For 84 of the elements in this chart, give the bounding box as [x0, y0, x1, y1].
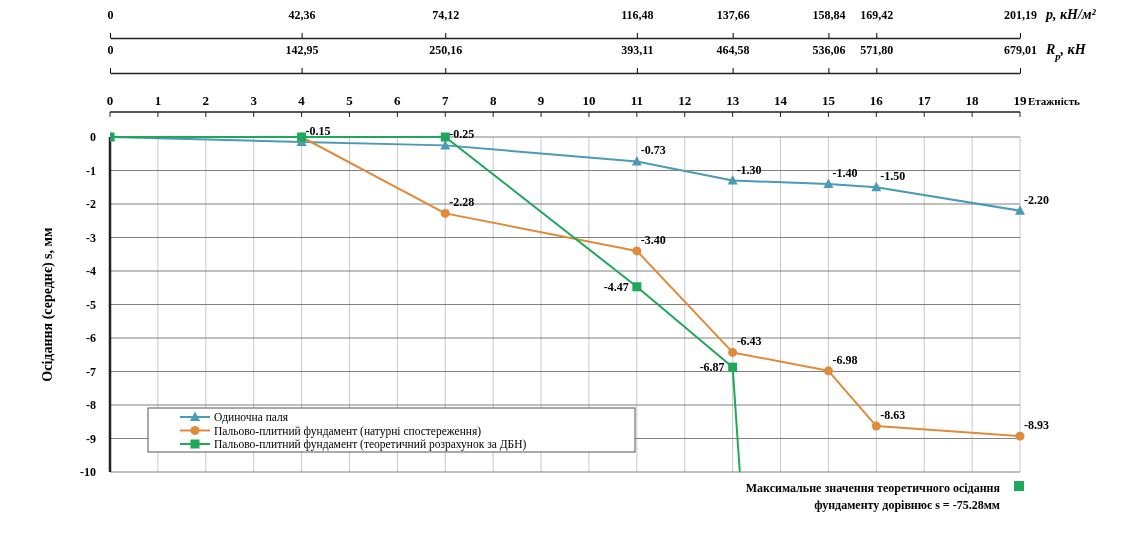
text: 169,42: [860, 8, 894, 22]
x-tick-label: 17: [917, 93, 932, 108]
data-label: -8.93: [1024, 418, 1049, 433]
data-label: -6.43: [736, 334, 762, 349]
text: 201,19: [1004, 8, 1037, 22]
x-tick-label: 8: [489, 93, 497, 108]
text: 116,48: [621, 8, 654, 22]
data-label: -6.98: [832, 352, 858, 367]
data-label: -1.40: [832, 165, 858, 180]
x2-tick-label: 464,58: [716, 43, 750, 57]
y-tick-label: 0: [90, 130, 96, 144]
point: [728, 362, 738, 372]
data-label: -4.47: [603, 279, 629, 294]
x-tick-label: 7: [442, 93, 450, 108]
point: [1015, 431, 1025, 441]
point: [871, 421, 881, 431]
data-label: -3.40: [640, 232, 666, 247]
data-label: -0.15: [305, 124, 331, 139]
x-axis-title: Етажність: [1028, 95, 1081, 107]
data-label: -6.87: [699, 360, 725, 375]
point: [632, 282, 642, 292]
y-tick-label: -3: [86, 230, 96, 245]
point: [440, 132, 450, 142]
x2-tick-label: 142,95: [285, 43, 319, 57]
x2-tick-label: 679,01: [1004, 43, 1037, 57]
data-label: -8.63: [880, 408, 906, 423]
text: 137,66: [716, 8, 750, 22]
text: 158,84: [812, 8, 846, 22]
x2-tick-label: 571,80: [860, 43, 894, 57]
y-tick-label: -1: [86, 163, 96, 178]
point: [727, 175, 738, 185]
point: [823, 366, 833, 376]
y-axis-title: Осідання (середнє) s, мм: [40, 226, 56, 382]
point: [632, 246, 642, 256]
x-tick-label: 2: [202, 93, 210, 108]
x2-axis-title: R$_{p}$, кН: [1045, 42, 1087, 62]
data-label: -1.30: [736, 162, 762, 177]
legend-label: Одиночна паля: [214, 411, 289, 424]
point: [871, 181, 882, 192]
x-tick-label: 3: [250, 93, 258, 108]
y-tick-label: -10: [80, 465, 96, 479]
y-tick-label: -7: [86, 364, 96, 379]
legend-label: Пальово-плитний фундамент (теоретичний розрахунок за ДБН): [214, 438, 527, 451]
x-tick-label: 12: [678, 93, 692, 108]
point: [1015, 205, 1025, 215]
point: [631, 155, 642, 166]
y-tick-label: -4: [86, 264, 96, 278]
data-label: -2.28: [449, 195, 475, 210]
text: 0: [107, 8, 114, 22]
x-tick-label: 13: [726, 93, 740, 108]
x-tick-label: 9: [537, 93, 545, 108]
x-tick-label: 16: [869, 93, 884, 108]
x-tick-label: 15: [821, 93, 836, 108]
y-tick-label: -6: [86, 331, 96, 345]
x-tick-label: 0: [106, 93, 114, 108]
x-tick-label: 4: [298, 93, 306, 108]
point: [728, 347, 738, 357]
data-label: -0.25: [449, 127, 475, 142]
text: 42,36: [288, 8, 316, 22]
x2-tick-label: 0: [107, 43, 114, 57]
x-tick-label: 19: [1013, 93, 1027, 108]
y-tick-label: -9: [86, 431, 96, 446]
data-label: -2.20: [1024, 192, 1049, 207]
legend-label: Пальово-плитний фундамент (натурні спостереження): [214, 424, 482, 438]
point: [823, 178, 834, 188]
data-label: -0.73: [640, 143, 666, 158]
x-tick-label: 18: [965, 93, 980, 108]
x2-tick-label: 250,16: [429, 43, 463, 57]
text: Максимальне значення теоретичного осідання фундаменту дорівнює s = -75.28мм: [745, 481, 1001, 512]
y-tick-label: -8: [86, 398, 96, 412]
y-tick-label: -5: [86, 297, 96, 312]
text: 74,12: [432, 8, 460, 22]
y-tick-label: -2: [86, 197, 96, 211]
x-tick-label: 10: [582, 93, 596, 108]
text: p, кН/м²: [1045, 7, 1097, 22]
data-label: -1.50: [880, 169, 906, 184]
x-tick-label: 5: [346, 93, 354, 108]
x-tick-label: 11: [630, 93, 643, 108]
x-tick-label: 14: [774, 93, 788, 108]
x2-tick-label: 536,06: [812, 43, 846, 57]
x-tick-label: 6: [394, 93, 402, 108]
x-tick-label: 1: [154, 93, 162, 108]
point: [440, 208, 450, 218]
x2-tick-label: 393,11: [621, 43, 654, 57]
